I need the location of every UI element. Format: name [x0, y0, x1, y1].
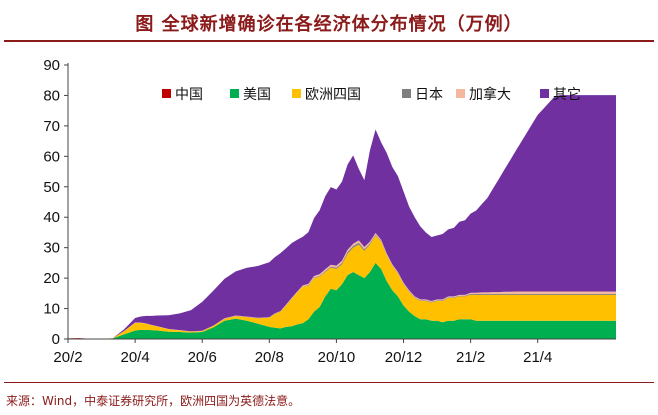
x-tick-label: 20/2 — [53, 349, 82, 366]
legend-swatch — [456, 89, 465, 98]
y-tick-label: 90 — [43, 57, 60, 74]
legend-label: 中国 — [175, 87, 203, 103]
title-rule — [4, 40, 654, 42]
legend-label: 其它 — [553, 86, 581, 103]
legend-item: 日本 — [402, 87, 443, 103]
y-tick-label: 20 — [43, 270, 60, 287]
legend-label: 加拿大 — [469, 86, 511, 103]
x-tick-label: 20/12 — [385, 349, 423, 366]
y-tick-label: 50 — [43, 179, 60, 196]
legend-item: 中国 — [162, 87, 203, 103]
legend-item: 其它 — [540, 86, 581, 103]
source-rule — [4, 382, 654, 383]
legend: 中国 美国 欧洲四国 日本 加拿大 其它 — [162, 86, 581, 103]
y-tick-label: 70 — [43, 118, 60, 135]
legend-swatch — [402, 89, 411, 98]
series-area — [68, 262, 616, 339]
x-tick-label: 21/4 — [523, 349, 552, 366]
stacked-areas — [68, 95, 616, 339]
legend-label: 欧洲四国 — [305, 87, 361, 103]
y-tick-label: 0 — [52, 331, 60, 348]
x-tick-label: 20/10 — [318, 349, 356, 366]
y-tick-label: 40 — [43, 209, 60, 226]
legend-item: 美国 — [230, 87, 271, 103]
axes: 0 10 20 30 40 50 60 70 80 90 20/2 20/4 20/6 20/8 20/10… — [43, 57, 616, 366]
y-tick-label: 10 — [43, 301, 60, 318]
x-tick-label: 20/8 — [255, 349, 284, 366]
series-area — [68, 235, 616, 339]
x-tick-label: 21/2 — [456, 349, 485, 366]
legend-item: 欧洲四国 — [292, 87, 361, 103]
source-note: 来源：Wind，中泰证券研究所，欧洲四国为英德法意。 — [6, 394, 301, 408]
y-tick-label: 80 — [43, 87, 60, 104]
x-tick-label: 20/6 — [188, 349, 217, 366]
legend-swatch — [230, 89, 239, 98]
chart-area: 0 10 20 30 40 50 60 70 80 90 20/2 20/4 20/6 20/8 20/10… — [43, 57, 616, 366]
y-tick-label: 60 — [43, 148, 60, 165]
chart-title: 图 全球新增确诊在各经济体分布情况（万例） — [135, 14, 523, 35]
legend-swatch — [162, 89, 171, 98]
series-area — [68, 95, 616, 339]
legend-item: 加拿大 — [456, 86, 511, 103]
legend-label: 美国 — [243, 87, 271, 103]
legend-label: 日本 — [415, 87, 443, 103]
x-tick-label: 20/4 — [121, 349, 150, 366]
legend-swatch — [540, 89, 549, 98]
legend-swatch — [292, 89, 301, 98]
y-tick-label: 30 — [43, 240, 60, 257]
